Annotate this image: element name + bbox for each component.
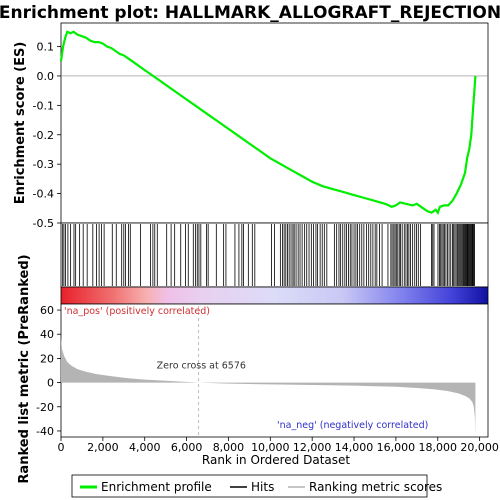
rank-xtick-label: 2,000: [87, 441, 119, 454]
rank-xtick-label: 6,000: [171, 441, 203, 454]
rank-xtick-label: 10,000: [251, 441, 290, 454]
legend-enrichment-label: Enrichment profile: [101, 480, 212, 494]
rank-xtick-label: 0: [58, 441, 65, 454]
legend-box: [71, 474, 428, 498]
rank-ytick-label: -40: [36, 425, 54, 438]
es-ytick-label: 0.1: [37, 41, 55, 54]
chart-title: Enrichment plot: HALLMARK_ALLOGRAFT_REJE…: [0, 3, 500, 23]
rank-ytick-label: 0: [47, 377, 54, 390]
rank-xtick-label: 14,000: [335, 441, 374, 454]
es-ytick-label: -0.5: [33, 217, 54, 230]
rank-ytick-label: 60: [40, 304, 54, 317]
es-panel: 0.1 0.0 -0.1 -0.2 -0.3 -0.4 -0.5 Enrichment sc…: [13, 22, 489, 230]
rank-ytick-label: -20: [36, 401, 54, 414]
rank-xtick-label: 4,000: [129, 441, 161, 454]
pos-correlated-label: 'na_pos' (positively correlated): [64, 306, 210, 317]
rank-xtick-label: 12,000: [293, 441, 332, 454]
hits-panel: [60, 222, 489, 288]
legend: Enrichment profile Hits Ranking metric s…: [71, 474, 442, 498]
es-ytick-label: -0.4: [33, 188, 54, 201]
es-ytick-label: -0.2: [33, 129, 54, 142]
ranking-panel-frame: [60, 303, 489, 438]
neg-correlated-label: 'na_neg' (negatively correlated): [277, 420, 428, 431]
legend-hits-label: Hits: [251, 480, 274, 494]
legend-ranking-label: Ranking metric scores: [309, 480, 442, 494]
rank-color-bar: [60, 286, 489, 305]
rank-xtick-label: 20,000: [460, 441, 499, 454]
es-panel-frame: [60, 22, 489, 224]
ranking-panel: 60 40 20 0 -20 -40 0 2,000 4,000 6,000 8,000 10,00…: [17, 254, 499, 483]
rank-ytick-label: 40: [40, 328, 54, 341]
rank-xtick-label: 16,000: [377, 441, 416, 454]
es-ytick-label: -0.3: [33, 158, 54, 171]
es-ylabel: Enrichment score (ES): [13, 42, 28, 205]
color-bar-panel: [60, 286, 489, 305]
ranking-ylabel: Ranked list metric (PreRanked): [17, 254, 32, 483]
ranking-xlabel: Rank in Ordered Dataset: [202, 453, 350, 467]
enrichment-profile-line: [59, 30, 477, 216]
rank-xtick-label: 8,000: [213, 441, 245, 454]
es-ytick-label: -0.1: [33, 99, 54, 112]
zero-cross-label: Zero cross at 6576: [157, 361, 246, 372]
rank-xtick-label: 18,000: [419, 441, 458, 454]
es-ytick-label: 0.0: [37, 70, 55, 83]
rank-ytick-label: 20: [40, 352, 54, 365]
